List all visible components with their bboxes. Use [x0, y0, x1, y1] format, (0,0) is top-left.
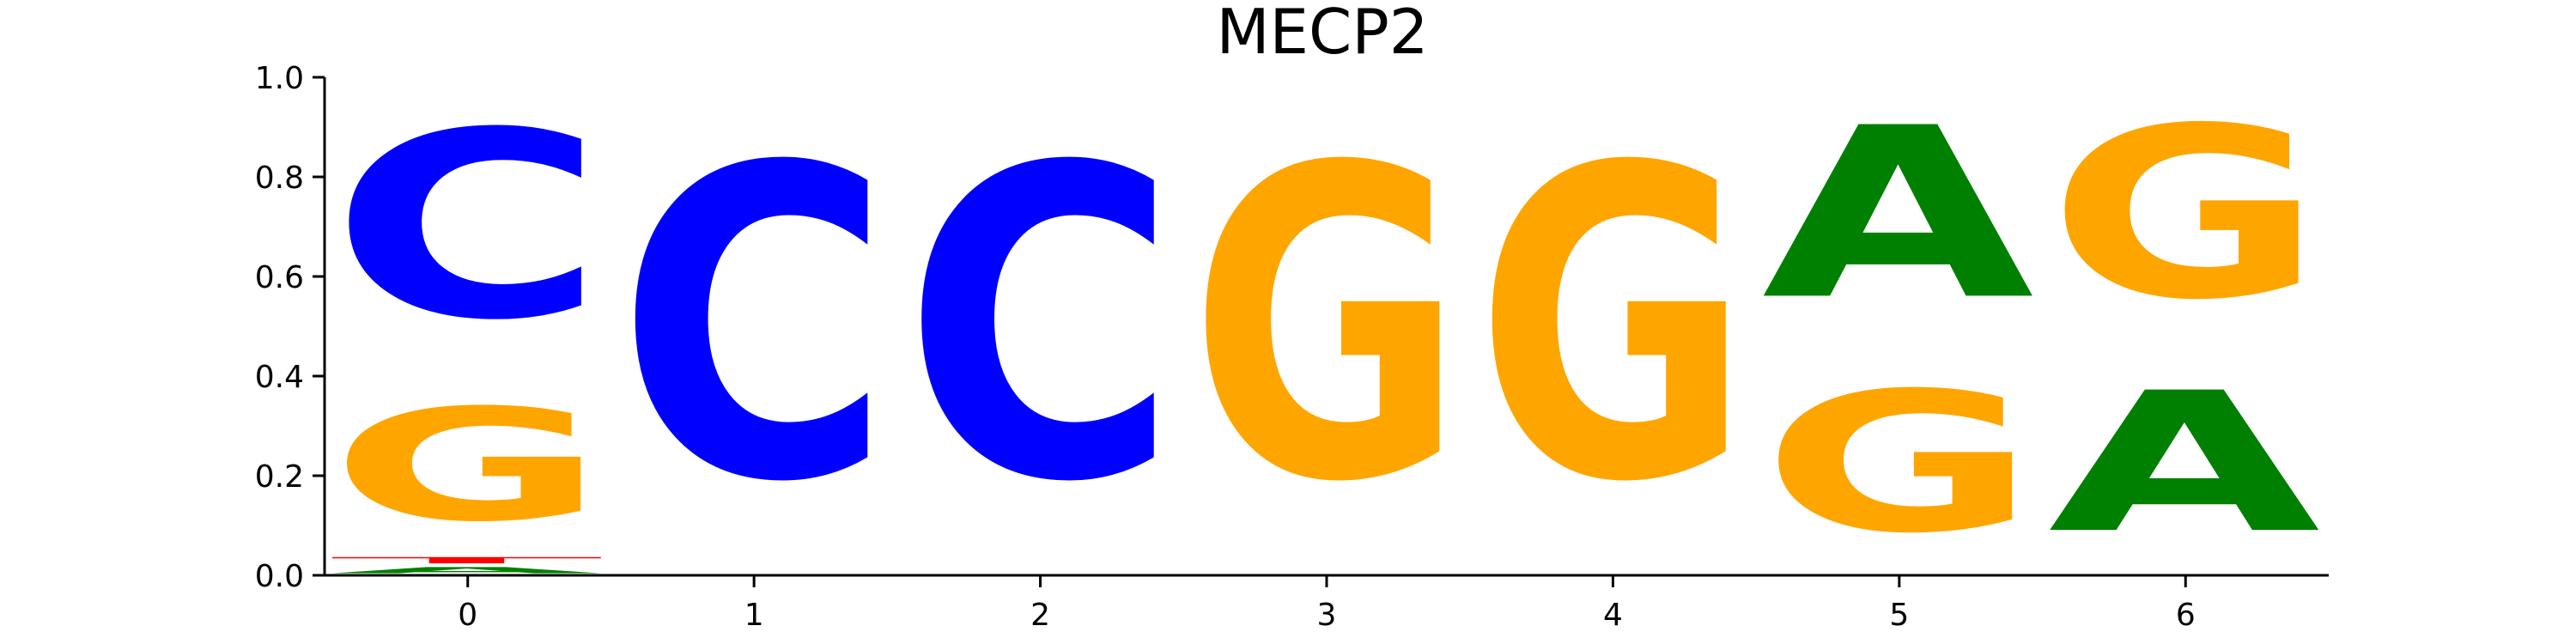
logo-letter-c: C — [617, 78, 891, 576]
y-tick-label: 1.0 — [255, 61, 304, 96]
logo-letter-t: T — [331, 556, 605, 566]
logo-letter-g: G — [1189, 77, 1464, 575]
svg-text:G: G — [2048, 78, 2323, 352]
logo-letter-g: G — [331, 376, 605, 556]
logo-letter-a: A — [331, 565, 605, 575]
x-tick-label: 1 — [744, 598, 764, 633]
svg-text:C: C — [331, 78, 605, 377]
svg-text:G: G — [1762, 352, 2037, 576]
svg-text:C: C — [617, 78, 891, 576]
axes: 0.0 0.2 0.4 0.6 0.8 1.0 0 1 2 3 4 5 6 — [255, 61, 2329, 633]
svg-text:T: T — [331, 556, 605, 566]
chart-title: MECP2 — [1216, 0, 1428, 68]
y-tick-label: 0.8 — [255, 161, 304, 196]
svg-text:G: G — [1475, 77, 1750, 575]
svg-text:A: A — [1762, 77, 2037, 351]
logo-letter-a: A — [1762, 77, 2037, 351]
logo-letter-g: G — [1475, 77, 1750, 575]
svg-text:G: G — [331, 376, 605, 556]
svg-text:C: C — [903, 78, 1178, 576]
x-tick-label: 3 — [1317, 598, 1337, 633]
logo-letter-c: C — [903, 78, 1178, 576]
x-tick-label: 5 — [1889, 598, 1909, 633]
logo-letter-a: A — [2048, 351, 2323, 575]
svg-text:A: A — [331, 565, 605, 575]
x-tick-label: 4 — [1603, 598, 1623, 633]
logo-letter-c: C — [331, 78, 605, 377]
logo-letter-g: G — [2048, 78, 2323, 352]
x-tick-label: 0 — [458, 598, 477, 633]
y-tick-label: 0.2 — [255, 459, 304, 495]
logo-letter-g: G — [1762, 352, 2037, 576]
svg-text:A: A — [2048, 351, 2323, 575]
y-tick-label: 0.4 — [255, 360, 304, 395]
x-tick-label: 6 — [2176, 598, 2196, 633]
y-tick-label: 0.0 — [255, 559, 304, 594]
y-tick-label: 0.6 — [255, 260, 304, 295]
x-tick-label: 2 — [1030, 598, 1050, 633]
svg-text:G: G — [1189, 77, 1464, 575]
